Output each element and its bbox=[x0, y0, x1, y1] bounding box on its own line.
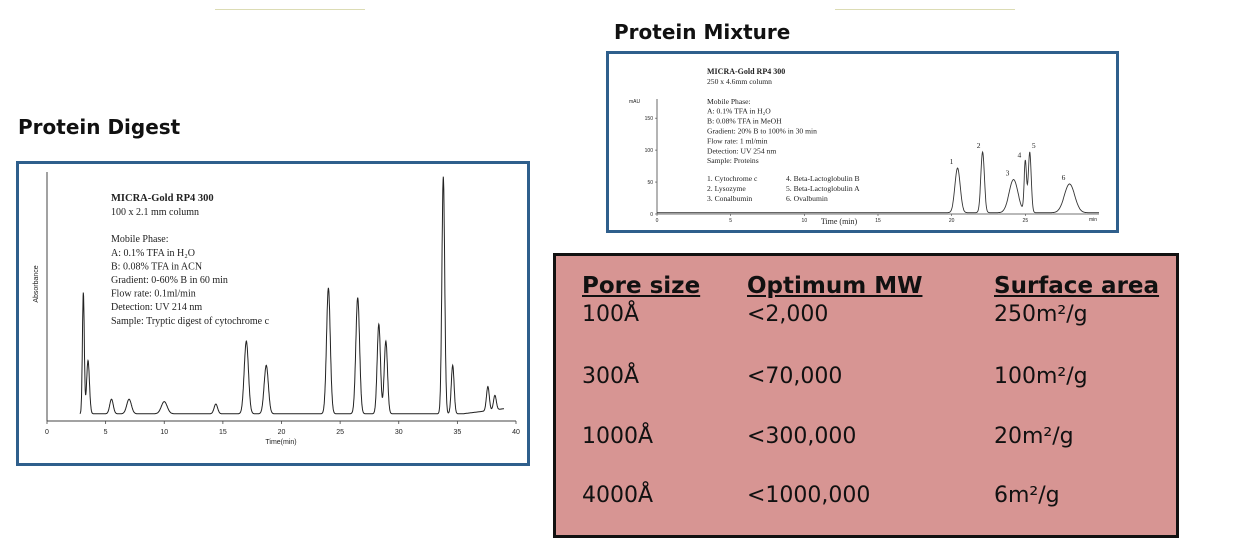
digest-method-line: Sample: Tryptic digest of cytochrome c bbox=[111, 316, 270, 327]
row-2-surface-area: 100m²/g bbox=[994, 364, 1088, 389]
row-4-optimum-mw: <1000,000 bbox=[747, 483, 871, 508]
mix-peak-labels: 1 2 34 5 6 bbox=[950, 141, 1066, 182]
digest-method-line: B: 0.08% TFA in ACN bbox=[111, 261, 202, 272]
row-1-pore-size: 100Å bbox=[582, 302, 640, 327]
mix-y-tick-label: 0 bbox=[650, 212, 653, 218]
header-pore-size: Pore size bbox=[582, 273, 701, 299]
mix-protein-list: 1. Cytochrome c 4. Beta-Lactoglobulin B 2.… bbox=[707, 174, 860, 203]
mix-protein-item: 2. Lysozyme bbox=[707, 184, 746, 193]
digest-x-tick-label: 0 bbox=[45, 429, 49, 436]
pore-size-table: Pore size Optimum MW Surface area 100Å <… bbox=[553, 253, 1179, 538]
mix-peak-label: 1 bbox=[950, 157, 954, 166]
mix-method-title: MICRA-Gold RP4 300 bbox=[707, 67, 785, 76]
mix-peak-label: 5 bbox=[1032, 141, 1036, 150]
mix-method-line: Gradient: 20% B to 100% in 30 min bbox=[707, 127, 817, 136]
digest-x-tick-label: 20 bbox=[278, 429, 286, 436]
mix-x-tick-label: 5 bbox=[729, 218, 732, 224]
digest-x-tick-label: 40 bbox=[512, 429, 520, 436]
mix-method-line: Mobile Phase: bbox=[707, 97, 751, 106]
digest-x-ticks: 0 5 10 15 20 25 30 35 40 bbox=[45, 421, 520, 436]
mix-x-tick-label: 25 bbox=[1023, 218, 1029, 224]
mix-y-tick-label: 50 bbox=[647, 180, 653, 186]
digest-method-line: A: 0.1% TFA in H₂O bbox=[111, 248, 195, 259]
protein-mixture-heading: Protein Mixture bbox=[614, 20, 791, 44]
digest-chart-svg: Absorbance Time(min) MICRA-Gold RP4 300 … bbox=[33, 172, 520, 446]
digest-x-label: Time(min) bbox=[265, 439, 296, 446]
mix-protein-item: 1. Cytochrome c bbox=[707, 174, 758, 183]
mix-trace-line bbox=[657, 150, 1099, 214]
mix-method-line: Sample: Proteins bbox=[707, 156, 759, 165]
mix-protein-item: 5. Beta-Lactoglobulin A bbox=[786, 184, 860, 193]
top-artifact-left bbox=[215, 9, 365, 10]
mix-protein-item: 6. Ovalbumin bbox=[786, 194, 828, 203]
row-3-pore-size: 1000Å bbox=[582, 424, 654, 449]
mix-x-tick-label: 10 bbox=[802, 218, 808, 224]
digest-y-label: Absorbance bbox=[33, 265, 40, 302]
digest-x-tick-label: 30 bbox=[395, 429, 403, 436]
row-2-pore-size: 300Å bbox=[582, 364, 640, 389]
mix-y-unit: mAU bbox=[629, 99, 641, 105]
mix-method-line: 250 x 4.6mm column bbox=[707, 77, 772, 86]
digest-method-line: Flow rate: 0.1ml/min bbox=[111, 289, 196, 300]
header-surface-area: Surface area bbox=[994, 273, 1160, 299]
row-4-surface-area: 6m²/g bbox=[994, 483, 1060, 508]
mix-method-line: Flow rate: 1 ml/min bbox=[707, 136, 768, 145]
row-3-surface-area: 20m²/g bbox=[994, 424, 1074, 449]
mix-method-line: A: 0.1% TFA in H₂O bbox=[707, 107, 771, 116]
mix-peak-label: 4 bbox=[1017, 151, 1021, 160]
row-4-pore-size: 4000Å bbox=[582, 483, 654, 508]
mix-x-unit: min bbox=[1089, 217, 1097, 223]
protein-mixture-chart: mAU 150 100 50 0 0 5 10 15 20 25 min Time (min) … bbox=[606, 51, 1119, 233]
row-1-optimum-mw: <2,000 bbox=[747, 302, 829, 327]
mix-protein-item: 3. Conalbumin bbox=[707, 194, 752, 203]
mix-x-ticks: 0 5 10 15 20 25 bbox=[656, 214, 1029, 224]
digest-method-title: MICRA-Gold RP4 300 bbox=[111, 193, 214, 204]
mix-peak-label: 3 bbox=[1006, 169, 1010, 178]
digest-x-tick-label: 15 bbox=[219, 429, 227, 436]
mix-x-label: Time (min) bbox=[821, 217, 858, 226]
digest-method-line: Detection: UV 214 nm bbox=[111, 302, 202, 313]
digest-method-line: Gradient: 0-60% B in 60 min bbox=[111, 275, 228, 286]
digest-x-tick-label: 10 bbox=[160, 429, 168, 436]
header-optimum-mw: Optimum MW bbox=[747, 273, 923, 299]
protein-digest-heading: Protein Digest bbox=[18, 115, 181, 139]
digest-method-line: 100 x 2.1 mm column bbox=[111, 207, 199, 218]
mix-peak-label: 2 bbox=[977, 141, 981, 150]
mix-method-line: Detection: UV 254 nm bbox=[707, 146, 776, 155]
mix-y-tick-label: 100 bbox=[645, 148, 654, 154]
digest-x-tick-label: 35 bbox=[453, 429, 461, 436]
mix-method-line: B: 0.08% TFA in MeOH bbox=[707, 117, 782, 126]
mix-method-lines: 250 x 4.6mm column Mobile Phase:A: 0.1% T… bbox=[707, 77, 817, 165]
mix-x-tick-label: 15 bbox=[875, 218, 881, 224]
row-1-surface-area: 250m²/g bbox=[994, 302, 1088, 327]
mix-x-tick-label: 20 bbox=[949, 218, 955, 224]
digest-method-lines: 100 x 2.1 mm column Mobile Phase: A: 0.1% … bbox=[111, 207, 270, 327]
mix-y-tick-label: 150 bbox=[645, 116, 654, 122]
digest-method-line: Mobile Phase: bbox=[111, 234, 169, 245]
digest-x-tick-label: 25 bbox=[336, 429, 344, 436]
mix-y-ticks: 150 100 50 0 bbox=[645, 116, 657, 218]
row-3-optimum-mw: <300,000 bbox=[747, 424, 857, 449]
protein-digest-chart: Absorbance Time(min) MICRA-Gold RP4 300 … bbox=[16, 161, 530, 466]
top-artifact-right bbox=[835, 9, 1015, 10]
mix-x-tick-label: 0 bbox=[656, 218, 659, 224]
mix-peak-label: 6 bbox=[1062, 173, 1066, 182]
digest-x-tick-label: 5 bbox=[104, 429, 108, 436]
mix-protein-item: 4. Beta-Lactoglobulin B bbox=[786, 174, 860, 183]
digest-trace-line bbox=[79, 176, 504, 415]
row-2-optimum-mw: <70,000 bbox=[747, 364, 843, 389]
